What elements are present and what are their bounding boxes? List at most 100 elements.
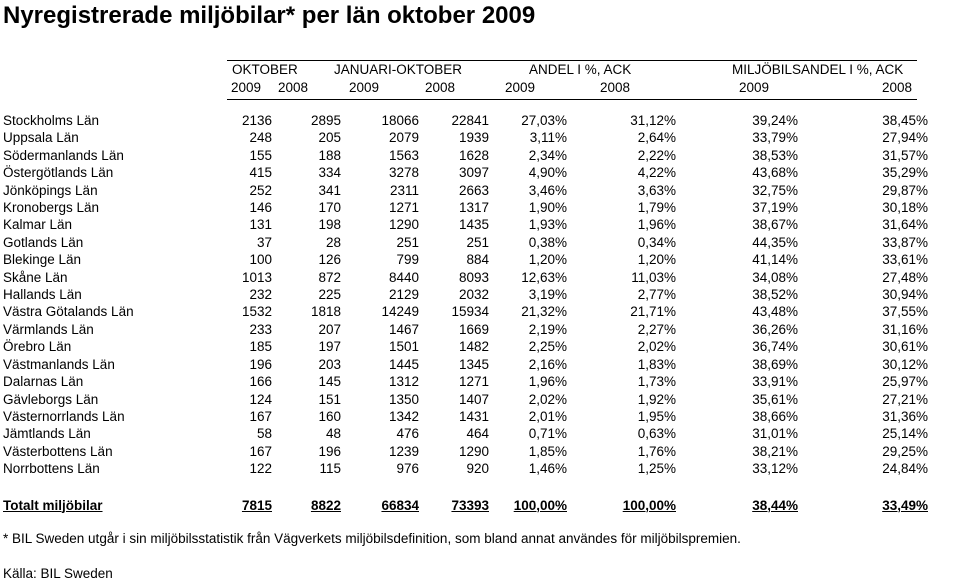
table-row: Dalarnas Län 166 145 1312 1271 1,96% 1,73% 33,9… [3,373,928,390]
table-cell: 30,61% [882,339,928,355]
table-cell: 15934 [451,304,489,320]
table-cell: 31,36% [882,408,928,424]
table-cell: 1342 [388,408,419,424]
table-row: Jämtlands Län 58 48 476 464 0,71% 0,63% 31,01% 2… [3,425,928,442]
table-cell: 1,79% [637,200,676,216]
table-cell: 100 [249,252,272,268]
table-cell: 38,67% [752,217,798,233]
table-cell: 21,32% [521,304,567,320]
table-cell: 251 [396,234,419,250]
table-cell: 1435 [458,217,489,233]
table-cell: 198 [318,217,341,233]
table-cell: 39,24% [752,113,798,128]
table-cell: 2,01% [528,408,567,424]
table-cell: 27,03% [521,113,567,128]
source-note: Källa: BIL Sweden [3,566,113,581]
table-cell: 31,12% [630,113,676,128]
table-cell: 203 [318,356,341,372]
table-cell: 30,12% [882,356,928,372]
table-cell: 31,16% [882,321,928,337]
table-row: Norrbottens Län 122 115 976 920 1,46% 1,25% 33,… [3,460,928,477]
table-cell: 976 [396,461,419,477]
table-cell: 1,96% [637,217,676,233]
header-year: 2008 [881,80,912,95]
table-cell: 27,48% [882,269,928,285]
table-cell: 1482 [458,339,489,355]
total-value: 100,00% [513,497,567,513]
county-name: Dalarnas Län [3,374,84,390]
table-cell: 1818 [310,304,341,320]
table-cell: 22841 [451,113,489,128]
table-cell: 33,79% [752,130,798,146]
total-row: Totalt miljöbilar 7815 8822 66834 73393 … [3,496,928,514]
table-cell: 2895 [310,113,341,128]
table-cell: 33,91% [752,374,798,390]
table-cell: 188 [318,147,341,163]
table-cell: 2,02% [637,339,676,355]
table-cell: 38,69% [752,356,798,372]
table-cell: 35,29% [882,165,928,181]
table-cell: 1532 [241,304,272,320]
table-row: Blekinge Län 100 126 799 884 1,20% 1,20% 41,14%… [3,251,928,268]
table-cell: 197 [318,339,341,355]
table-cell: 3278 [388,165,419,181]
table-cell: 3097 [458,165,489,181]
table-row: Östergötlands Län 415 334 3278 3097 4,90% 4,22… [3,164,928,181]
county-name: Kalmar Län [3,217,73,233]
table-cell: 8440 [388,269,419,285]
table-cell: 248 [249,130,272,146]
table-cell: 1939 [458,130,489,146]
table-cell: 2,34% [528,147,567,163]
table-cell: 35,61% [752,391,798,407]
table-row: Kalmar Län 131 198 1290 1435 1,93% 1,96% 38,67%… [3,216,928,233]
table-cell: 884 [466,252,489,268]
table-cell: 1271 [388,200,419,216]
table-cell: 34,08% [752,269,798,285]
table-cell: 1271 [458,374,489,390]
table-cell: 115 [319,461,341,477]
table-cell: 30,94% [882,287,928,303]
table-cell: 2,25% [528,339,567,355]
table-cell: 43,68% [752,165,798,181]
table-cell: 1,96% [528,374,567,390]
table-cell: 145 [318,374,341,390]
table-cell: 29,25% [882,443,928,459]
table-cell: 225 [318,287,341,303]
table-cell: 1013 [241,269,272,285]
table-cell: 2663 [458,182,489,198]
table-cell: 4,90% [528,165,567,181]
table-cell: 799 [396,252,419,268]
table-cell: 131 [249,217,272,233]
table-cell: 38,53% [752,147,798,163]
table-cell: 48 [325,426,341,442]
table-cell: 205 [318,130,341,146]
table-cell: 2136 [241,113,272,128]
header-group-januari-oktober: JANUARI-OKTOBER [334,62,463,77]
table-cell: 2129 [388,287,419,303]
county-name: Jönköpings Län [3,182,98,198]
table-cell: 37 [256,234,272,250]
total-value: 7815 [241,497,272,513]
total-value: 33,49% [882,497,928,513]
table-cell: 1563 [388,147,419,163]
table-cell: 122 [249,461,272,477]
table-cell: 27,21% [882,391,928,407]
table-cell: 1501 [388,339,419,355]
header-year: 2009 [738,80,769,95]
table-cell: 32,75% [752,182,798,198]
table-cell: 14249 [381,304,419,320]
table-cell: 3,19% [528,287,567,303]
county-name: Västra Götalands Län [3,304,134,320]
table-cell: 1,93% [528,217,567,233]
header-year: 2009 [230,80,261,95]
table-cell: 3,11% [529,130,567,146]
table-cell: 1431 [458,408,489,424]
table-cell: 233 [249,321,272,337]
table-cell: 38,21% [752,443,798,459]
county-name: Västmanlands Län [3,356,115,372]
table-cell: 155 [249,147,272,163]
table-cell: 0,38% [528,234,567,250]
total-label: Totalt miljöbilar [3,497,103,513]
header-year: 2008 [424,80,455,95]
county-name: Östergötlands Län [3,165,114,181]
